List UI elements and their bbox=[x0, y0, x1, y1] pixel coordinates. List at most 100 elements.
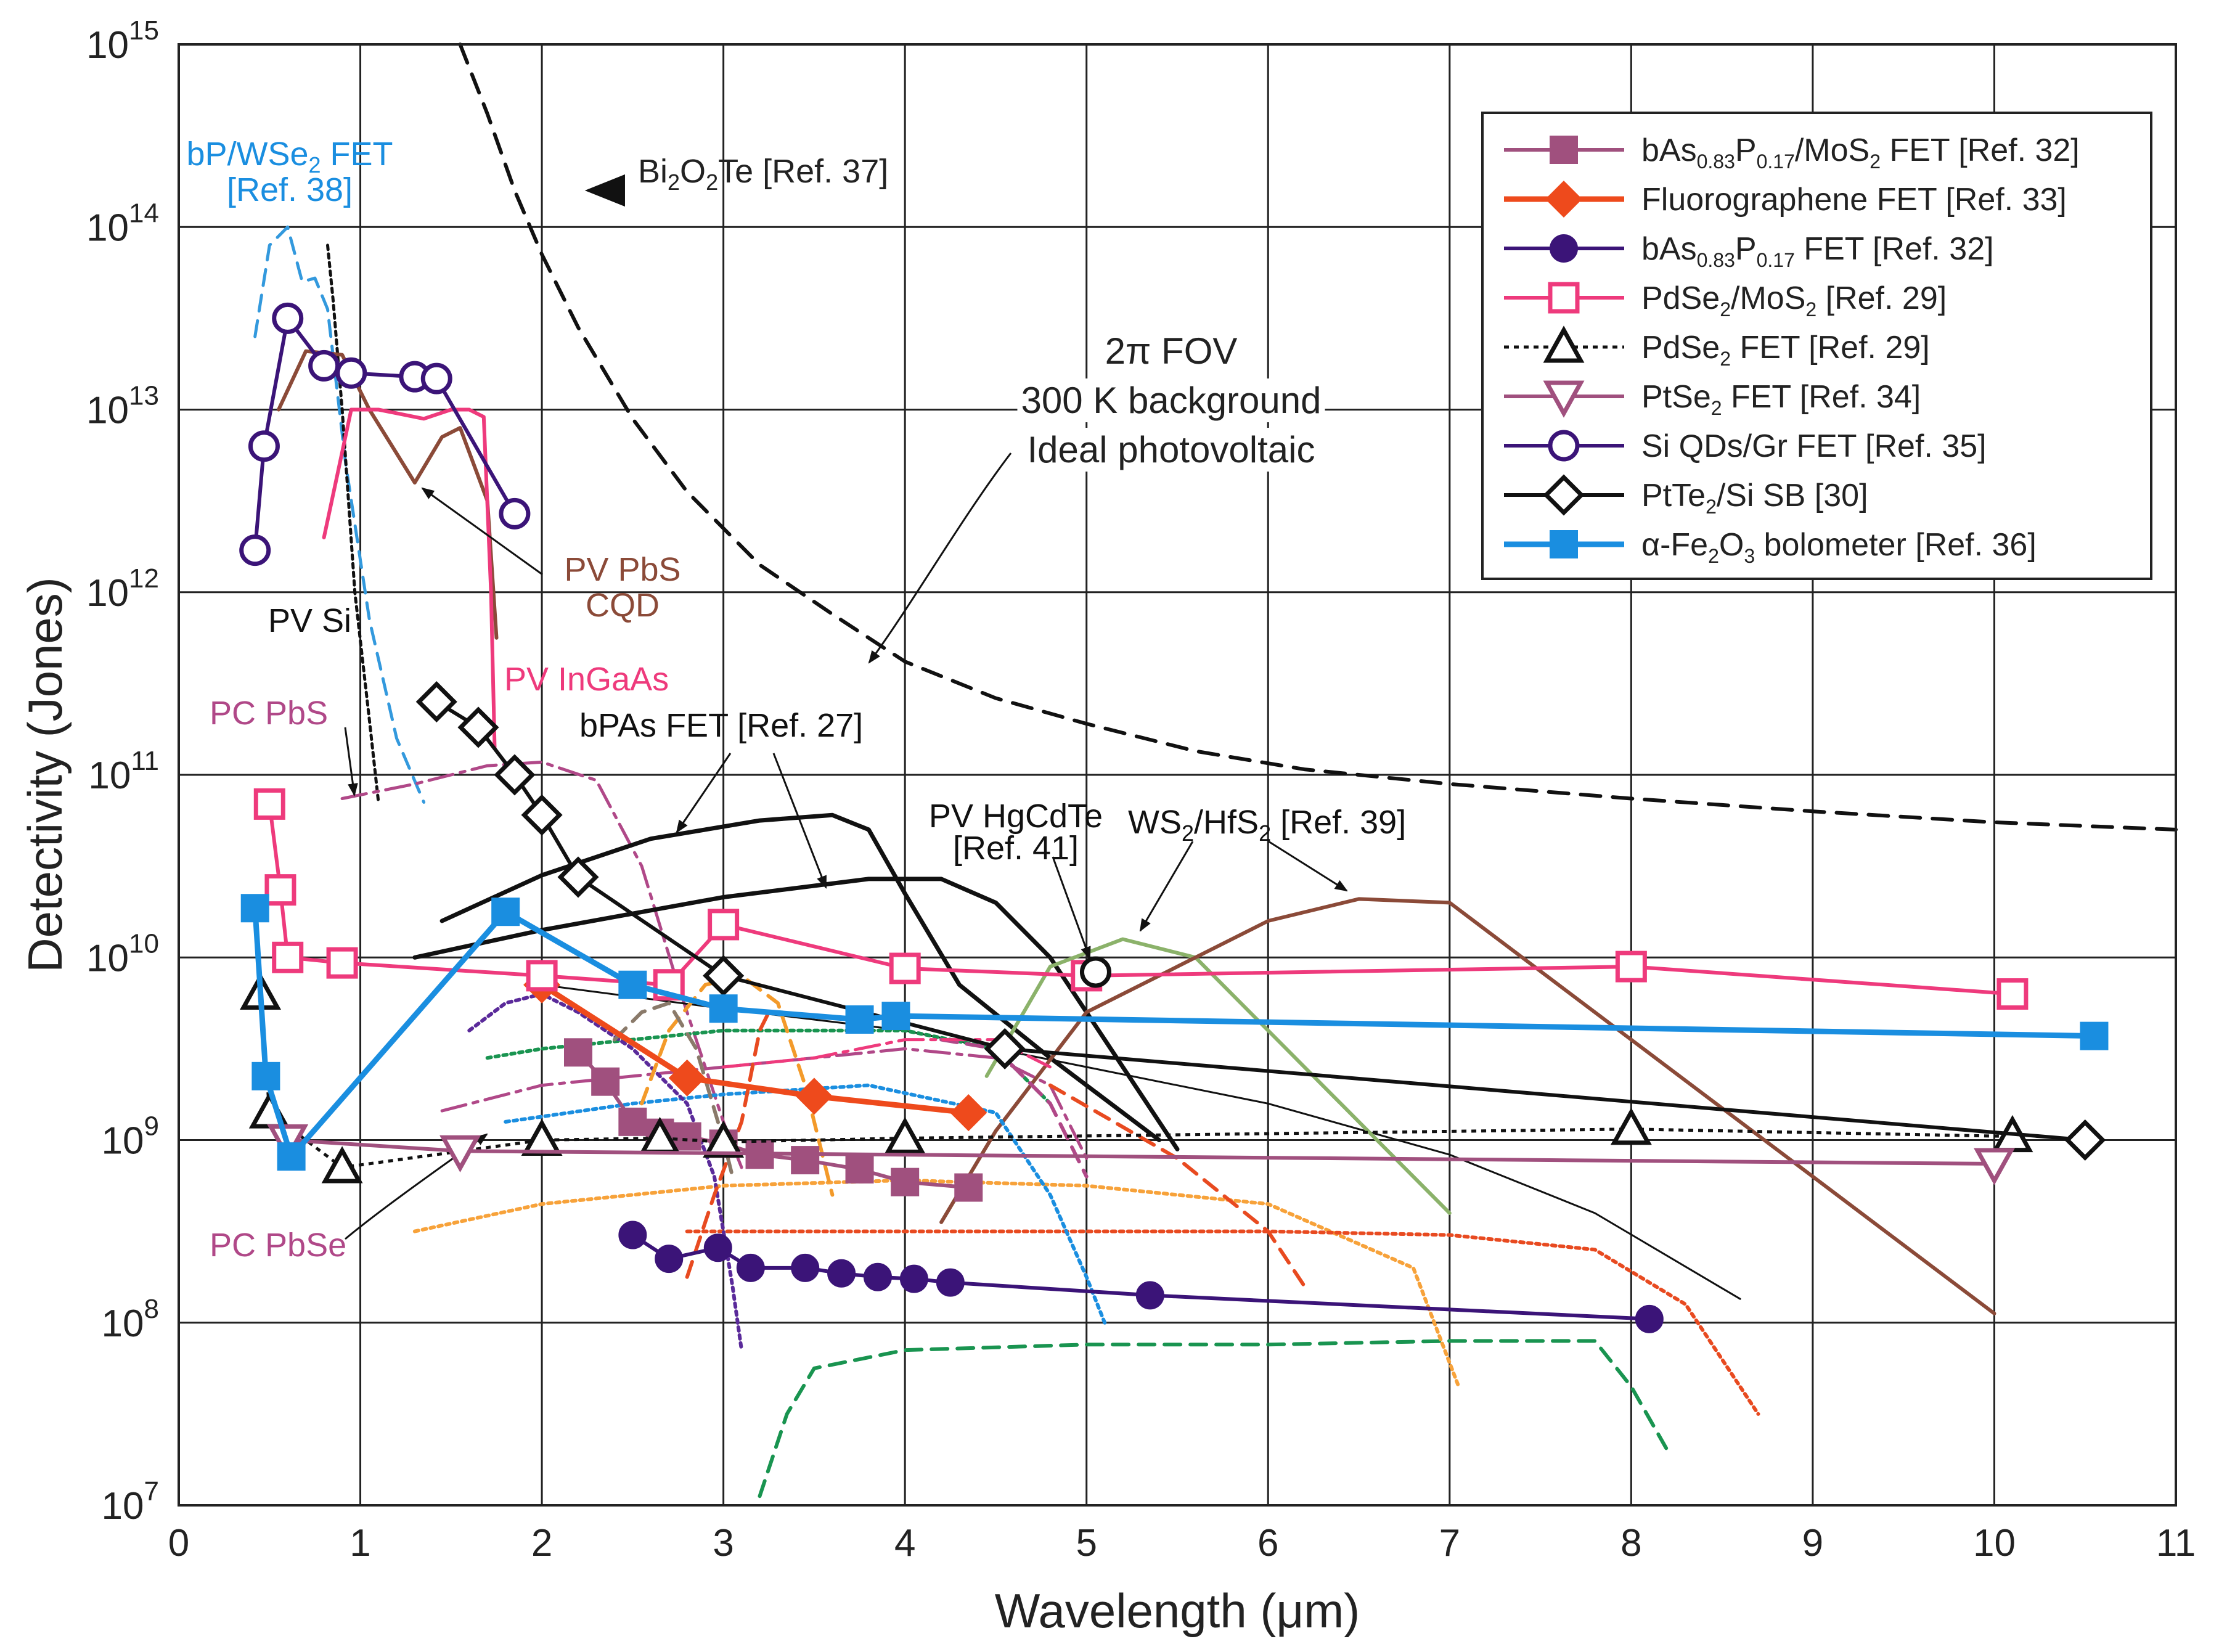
series-6-point bbox=[248, 430, 280, 462]
y-tick-label: 109 bbox=[102, 1111, 159, 1163]
legend-label-6: Si QDs/Gr FET [Ref. 35] bbox=[1641, 428, 1987, 464]
x-tick-label: 2 bbox=[531, 1522, 552, 1564]
series-3-point bbox=[1996, 978, 2029, 1010]
annotation-bi2o2te: Bi2O2Te [Ref. 37] bbox=[638, 153, 888, 195]
series-5-point bbox=[439, 1135, 481, 1172]
x-tick-label: 6 bbox=[1257, 1522, 1278, 1564]
series-7-point bbox=[2064, 1119, 2106, 1161]
x-tick-label: 10 bbox=[1973, 1522, 2016, 1564]
reference-curve-23 bbox=[722, 1038, 1052, 1069]
series-6-point bbox=[308, 350, 340, 382]
series-8-point bbox=[881, 1002, 910, 1031]
legend-marker-1 bbox=[1545, 180, 1583, 218]
annotation-bg bbox=[1023, 428, 1319, 472]
legend-label-8: α-Fe2O3 bolometer [Ref. 36] bbox=[1641, 527, 2037, 567]
annotation-bg bbox=[1017, 378, 1325, 422]
series-8-point bbox=[251, 1061, 280, 1090]
series-6-point bbox=[499, 497, 531, 530]
y-tick-label: 108 bbox=[102, 1294, 159, 1345]
x-axis-label: Wavelength (μm) bbox=[995, 1584, 1360, 1638]
series-8-point bbox=[618, 970, 647, 999]
data-series bbox=[239, 302, 2109, 1333]
annotation-arrow-1 bbox=[421, 487, 543, 576]
series-0-point bbox=[564, 1038, 592, 1067]
series-4-point bbox=[703, 1120, 745, 1158]
legend-marker-3 bbox=[1548, 282, 1580, 314]
series-2-point bbox=[703, 1233, 732, 1262]
series-2-point bbox=[936, 1268, 965, 1297]
series-7-point bbox=[521, 794, 563, 836]
series-2-point bbox=[655, 1245, 684, 1274]
reference-curve-2 bbox=[326, 243, 380, 804]
annotation-arrow-5 bbox=[1139, 841, 1194, 932]
series-2-point bbox=[864, 1262, 892, 1291]
y-tick-label: 1010 bbox=[86, 928, 159, 979]
legend-label-1: Fluorographene FET [Ref. 33] bbox=[1641, 182, 2067, 218]
reference-curve-16 bbox=[504, 1083, 1107, 1325]
reference-curve-22 bbox=[939, 1037, 1089, 1179]
series-3-point bbox=[526, 960, 558, 992]
annotation-ws2hfs2: WS2/HfS2 [Ref. 39] bbox=[1128, 804, 1406, 846]
y-tick-label: 1013 bbox=[86, 381, 159, 432]
y-tick-label: 107 bbox=[102, 1476, 159, 1527]
x-tick-label: 0 bbox=[168, 1522, 189, 1564]
series-3-point bbox=[253, 788, 285, 820]
reference-curve-7 bbox=[439, 812, 1161, 1142]
annotation-pvhgcdte: [Ref. 41] bbox=[953, 830, 1079, 867]
series-0-point bbox=[845, 1155, 874, 1184]
series-7-point bbox=[703, 955, 745, 997]
legend-label-3: PdSe2/MoS2 [Ref. 29] bbox=[1641, 280, 1947, 321]
series-0-point bbox=[791, 1146, 820, 1175]
series-0-point bbox=[672, 1122, 701, 1151]
annotation-pvsi: PV Si bbox=[268, 602, 351, 639]
x-tick-label: 11 bbox=[2156, 1522, 2196, 1564]
series-0-point bbox=[891, 1167, 920, 1196]
legend-marker-4 bbox=[1543, 325, 1585, 363]
annotation-arrow-4 bbox=[1052, 856, 1091, 960]
series-4-point bbox=[884, 1116, 926, 1155]
series-7-point bbox=[494, 754, 536, 796]
reference-curve-4 bbox=[322, 407, 497, 750]
series-2-point bbox=[1135, 1281, 1164, 1310]
legend-marker-8 bbox=[1550, 530, 1578, 558]
series-8-point bbox=[845, 1005, 874, 1034]
x-tick-label: 1 bbox=[349, 1522, 370, 1564]
series-3-point bbox=[1615, 951, 1647, 983]
reference-curve-19 bbox=[685, 1010, 771, 1279]
series-6-point bbox=[420, 362, 452, 395]
annotation-arrow-7 bbox=[344, 727, 358, 797]
x-tick-label: 7 bbox=[1439, 1522, 1460, 1564]
series-6-point bbox=[272, 302, 304, 334]
series-0-point bbox=[618, 1107, 647, 1136]
series-3-point bbox=[889, 952, 921, 984]
series-4-point bbox=[321, 1146, 363, 1184]
annotation-arrow-0 bbox=[868, 452, 1012, 664]
series-7-point bbox=[415, 681, 457, 723]
reference-curve-0 bbox=[458, 43, 2178, 832]
annotation-arrow-6 bbox=[1268, 840, 1348, 892]
y-tick-label: 1015 bbox=[86, 15, 159, 67]
series-1-point bbox=[950, 1094, 987, 1132]
series-2-point bbox=[618, 1221, 647, 1249]
extra-marker-1 bbox=[1079, 956, 1111, 988]
series-0-point bbox=[591, 1067, 620, 1096]
y-axis-label: Detectivity (Jones) bbox=[18, 577, 72, 973]
series-2-point bbox=[827, 1259, 856, 1288]
series-1-point bbox=[668, 1059, 706, 1097]
series-3-point bbox=[326, 947, 358, 979]
series-3-point bbox=[708, 909, 740, 941]
series-8-point bbox=[277, 1142, 306, 1171]
legend-marker-0 bbox=[1550, 136, 1578, 164]
series-8-point bbox=[709, 994, 738, 1023]
series-6-point bbox=[239, 534, 271, 566]
annotations: bP/WSe2 FET[Ref. 38] Bi2O2Te [Ref. 37] 2π … bbox=[186, 136, 1406, 1264]
annotation-bg bbox=[1101, 329, 1241, 373]
x-tick-label: 9 bbox=[1802, 1522, 1823, 1564]
legend-label-0: bAs0.83P0.17/MoS2 FET [Ref. 32] bbox=[1641, 133, 2080, 173]
series-5-point bbox=[1974, 1148, 2015, 1185]
y-tick-label: 1014 bbox=[86, 198, 159, 249]
annotation-pvpbs: PV PbS bbox=[564, 551, 680, 588]
reference-curve-21 bbox=[1048, 1083, 1307, 1288]
reference-curve-18 bbox=[640, 973, 835, 1197]
